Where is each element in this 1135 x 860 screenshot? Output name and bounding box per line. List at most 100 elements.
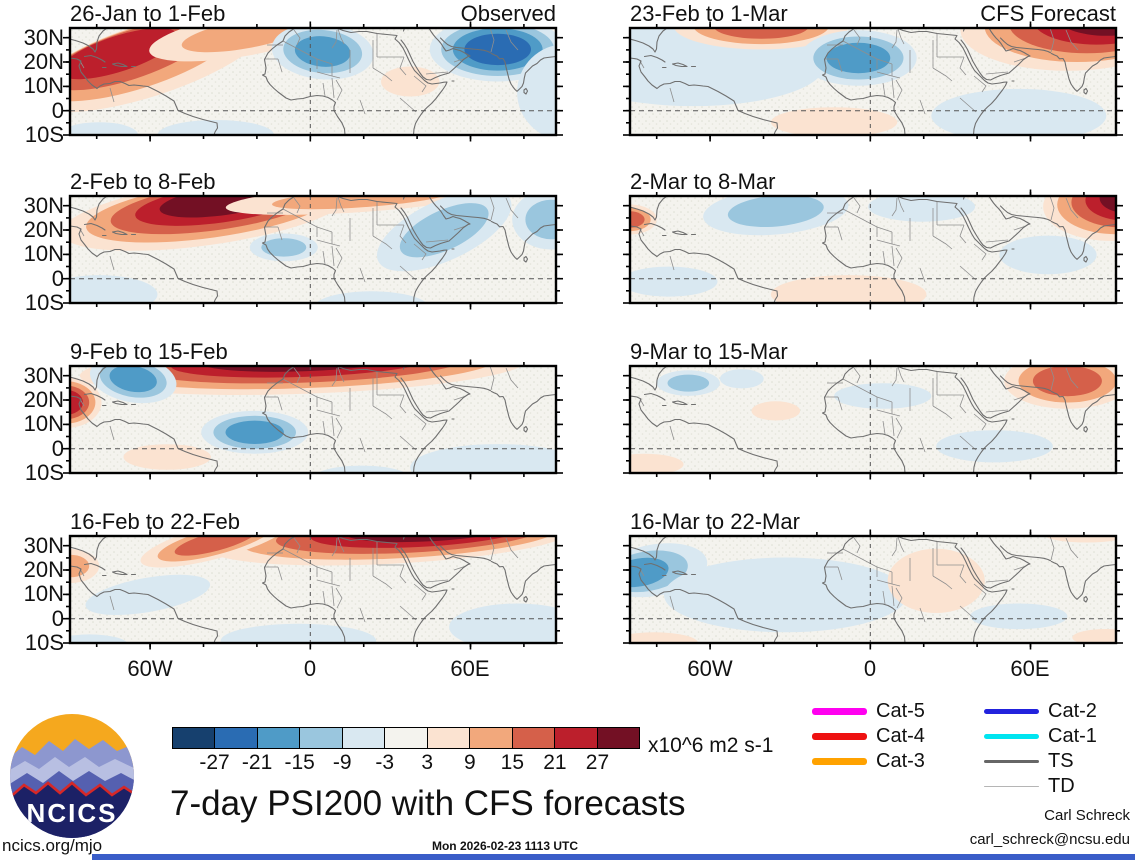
map-panel-obs-week4 xyxy=(63,529,563,650)
legend-label: TD xyxy=(1048,775,1075,797)
panel-date-label: 23-Feb to 1-Mar xyxy=(630,1,788,26)
colorbar-tick-label: -9 xyxy=(332,751,352,774)
panel-date-label: 9-Feb to 15-Feb xyxy=(70,339,228,364)
panel-title-row: 9-Mar to 15-Mar xyxy=(630,340,1116,364)
logo-text: NCICS xyxy=(27,798,118,828)
legend-row: Cat-3 xyxy=(812,749,925,774)
legend-row: Cat-1 xyxy=(984,724,1097,749)
legend-label: Cat-3 xyxy=(876,750,925,772)
legend-row: Cat-4 xyxy=(812,724,925,749)
panel-title-row: 26-Jan to 1-Feb Observed xyxy=(70,2,556,26)
colorbar-segment xyxy=(512,728,556,748)
lat-axis-label: 10S xyxy=(24,290,64,315)
panel-title-row: 9-Feb to 15-Feb xyxy=(70,340,556,364)
panel-title-row: 16-Feb to 22-Feb xyxy=(70,510,556,534)
ncics-logo: NCICS xyxy=(10,714,134,838)
colorbar-segment xyxy=(300,728,343,748)
map-panel-obs-week1 xyxy=(63,21,563,142)
cat1-line xyxy=(984,734,1039,739)
legend-label: TS xyxy=(1048,750,1074,772)
lat-axis-label: 0 xyxy=(51,97,64,123)
lat-axis-label: 10S xyxy=(24,630,64,655)
cat5-line xyxy=(812,708,867,715)
bottom-blue-bar xyxy=(92,854,1135,860)
lat-axis-label: 30N xyxy=(23,24,64,50)
colorbar-unit: x10^6 m2 s-1 xyxy=(648,734,774,757)
lat-axis-label: 30N xyxy=(23,532,64,558)
td-line xyxy=(984,785,1039,788)
panel-title-row: 16-Mar to 22-Mar xyxy=(630,510,1116,534)
lat-axis-label: 10N xyxy=(23,73,64,99)
cat3-line xyxy=(812,758,867,765)
colorbar-tick-label: 3 xyxy=(421,751,434,774)
panel-date-label: 26-Jan to 1-Feb xyxy=(70,1,226,26)
lon-axis-label: 60W xyxy=(127,656,173,681)
lon-axis-label: 60E xyxy=(1010,656,1050,681)
colorbar-tick-label: 27 xyxy=(585,751,610,774)
panel-date-label: 2-Feb to 8-Feb xyxy=(70,169,216,194)
credit-block: Carl Schreck carl_schreck@ncsu.edu xyxy=(970,804,1130,852)
lat-axis-label: 30N xyxy=(23,362,64,388)
lat-axis-row3: 30N 20N 10N 0 10S xyxy=(4,0,64,700)
cat4-line xyxy=(812,733,867,740)
credit-name: Carl Schreck xyxy=(1044,807,1130,824)
legend-label: Cat-4 xyxy=(876,725,925,747)
colorbar-segment xyxy=(470,728,513,748)
lat-axis-label: 0 xyxy=(51,605,64,631)
lat-axis-label: 30N xyxy=(23,192,64,218)
lat-axis-label: 0 xyxy=(51,265,64,291)
legend-col-1: Cat-5 Cat-4 Cat-3 xyxy=(812,699,925,774)
map-panel-obs-week2 xyxy=(63,189,563,310)
legend-label: Cat-1 xyxy=(1048,725,1097,747)
legend-row: TS xyxy=(984,749,1097,774)
panel-date-label: 9-Mar to 15-Mar xyxy=(630,339,788,364)
panel-title-row: 2-Feb to 8-Feb xyxy=(70,170,556,194)
cat2-line xyxy=(984,709,1039,714)
legend-label: Cat-2 xyxy=(1048,700,1097,722)
map-panel-obs-week3 xyxy=(63,359,563,480)
colorbar-tick-label: -3 xyxy=(375,751,395,774)
colorbar-tick-label: 15 xyxy=(500,751,525,774)
panel-date-label: 2-Mar to 8-Mar xyxy=(630,169,776,194)
lat-axis-label: 10S xyxy=(24,122,64,147)
colorbar-segment xyxy=(555,728,598,748)
panel-corner-label: CFS Forecast xyxy=(980,1,1116,26)
map-panel-fcst-week1 xyxy=(623,21,1123,142)
colorbar-tick-label: -21 xyxy=(241,751,273,774)
colorbar-labels: -27 -21 -15 -9 -3 3 9 15 21 27 xyxy=(172,751,640,775)
lat-axis-label: 10N xyxy=(23,411,64,437)
lon-axis-label: 0 xyxy=(863,656,877,681)
logo-red-ridge xyxy=(10,781,134,800)
lat-axis-label: 10S xyxy=(24,460,64,485)
panel-title-row: 2-Mar to 8-Mar xyxy=(630,170,1116,194)
panel-date-label: 16-Mar to 22-Mar xyxy=(630,509,800,534)
panel-title-row: 23-Feb to 1-Mar CFS Forecast xyxy=(630,2,1116,26)
colorbar-segment xyxy=(173,728,216,748)
colorbar-segment xyxy=(597,728,639,748)
colorbar-segment xyxy=(215,728,258,748)
lat-axis-row4: 30N 20N 10N 0 10S xyxy=(4,0,64,700)
lat-axis-label: 20N xyxy=(23,217,64,242)
colorbar-tick-label: 21 xyxy=(543,751,567,774)
map-panel-fcst-week4 xyxy=(623,529,1123,650)
lat-axis-label: 20N xyxy=(23,557,64,582)
colorbar-tick-label: -27 xyxy=(199,751,230,774)
legend-row: Cat-2 xyxy=(984,699,1097,724)
colorbar-segment xyxy=(342,728,386,748)
legend-row: TD xyxy=(984,774,1097,799)
colorbar xyxy=(172,727,640,749)
map-panel-fcst-week2 xyxy=(623,189,1123,310)
colorbar-tick-label: 9 xyxy=(463,751,476,774)
site-url: ncics.org/mjo xyxy=(2,836,103,855)
colorbar-segment xyxy=(427,728,471,748)
lat-axis-label: 10N xyxy=(23,581,64,607)
panel-date-label: 16-Feb to 22-Feb xyxy=(70,509,240,534)
timestamp: Mon 2026-02-23 1113 UTC xyxy=(431,839,579,853)
lon-axis-label: 0 xyxy=(303,656,317,681)
legend-label: Cat-5 xyxy=(876,700,925,722)
colorbar-segment xyxy=(257,728,301,748)
main-title: 7-day PSI200 with CFS forecasts xyxy=(170,784,686,823)
lat-axis-label: 0 xyxy=(51,435,64,461)
panel-corner-label: Observed xyxy=(460,1,556,26)
legend-row: Cat-5 xyxy=(812,699,925,724)
